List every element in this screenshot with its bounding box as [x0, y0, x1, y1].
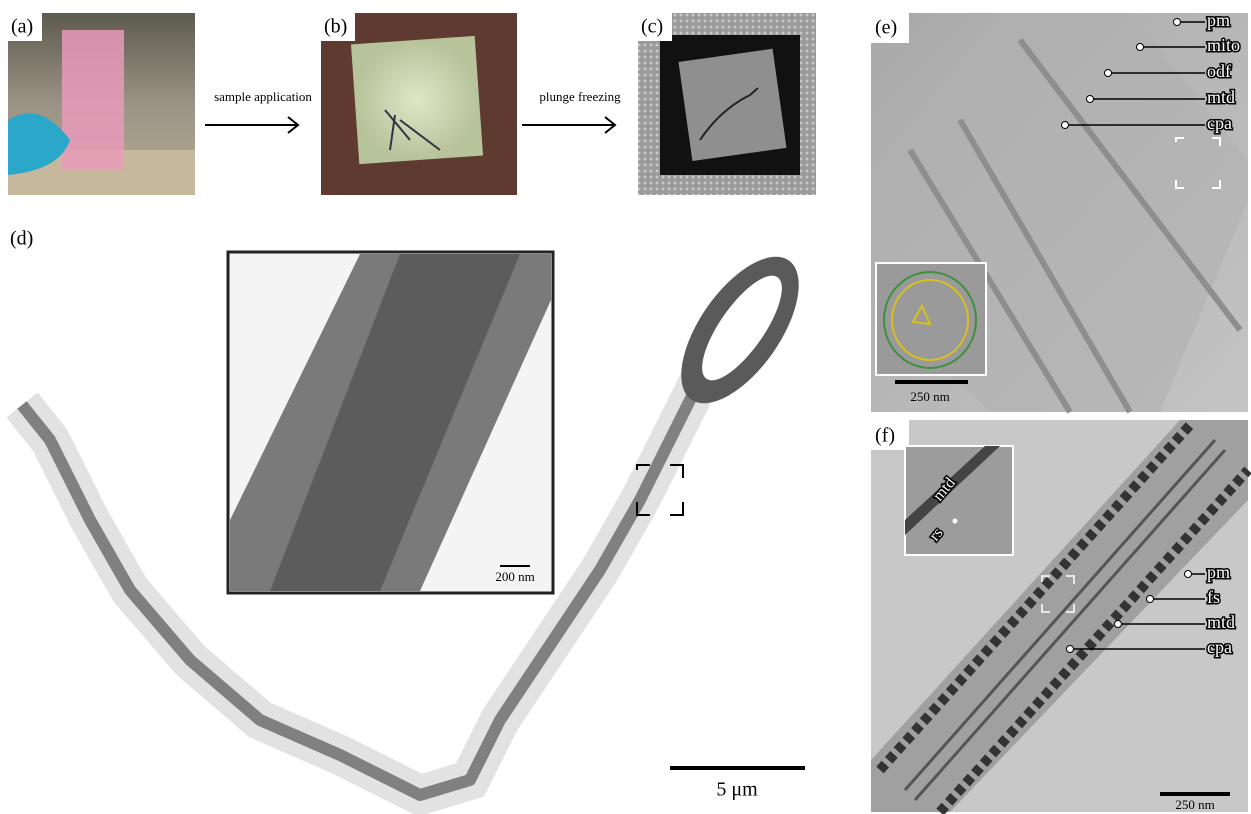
panel-a: (a) — [8, 13, 195, 195]
scale-label: 250 nm — [910, 389, 949, 404]
panel-label: (f) — [875, 425, 895, 447]
tube — [62, 30, 124, 170]
annotation: cpa — [1207, 637, 1232, 657]
inset — [905, 446, 1013, 555]
dot — [1185, 571, 1192, 578]
annotation: mtd — [1207, 612, 1235, 632]
panel-b: (b) — [321, 13, 517, 195]
annotation: mito — [1207, 35, 1240, 55]
dot — [1087, 96, 1094, 103]
arrow — [522, 117, 615, 133]
panel-label: (b) — [324, 16, 347, 38]
panel-d: (d) 200 nm 5 μm — [10, 228, 822, 801]
dot — [1115, 621, 1122, 628]
arrow — [205, 117, 298, 133]
panel-label: (c) — [641, 16, 663, 38]
annotation: cpa — [1207, 113, 1232, 133]
panel-label: (e) — [875, 17, 897, 39]
panel-e: (e) 250 nm pm mito odf mtd cpa — [871, 10, 1248, 412]
dot — [1174, 19, 1181, 26]
dot — [1062, 122, 1069, 129]
panel-label: (d) — [10, 228, 33, 250]
figure: (a) sample application (b) plunge freezi… — [0, 0, 1251, 814]
dot — [1147, 596, 1154, 603]
dot — [1105, 70, 1112, 77]
scale-label: 5 μm — [716, 779, 758, 801]
panel-c: (c) — [638, 13, 816, 195]
arrow-label: plunge freezing — [539, 89, 621, 104]
arrow-label: sample application — [214, 89, 312, 104]
annotation: fs — [1207, 587, 1220, 607]
dot — [1067, 646, 1074, 653]
dot — [953, 519, 958, 524]
panel-label: (a) — [11, 16, 33, 38]
grid-square — [351, 36, 483, 164]
scale-label: 250 nm — [1175, 797, 1214, 812]
annotation: pm — [1207, 562, 1230, 582]
annotation: pm — [1207, 10, 1230, 30]
annotation: mtd — [1207, 87, 1235, 107]
scale-label: 200 nm — [495, 569, 534, 584]
annotation: odf — [1207, 61, 1231, 81]
panel-f: (f) mtd rs pm fs mtd cpa 250 nm — [871, 420, 1248, 812]
dot — [1137, 44, 1144, 51]
